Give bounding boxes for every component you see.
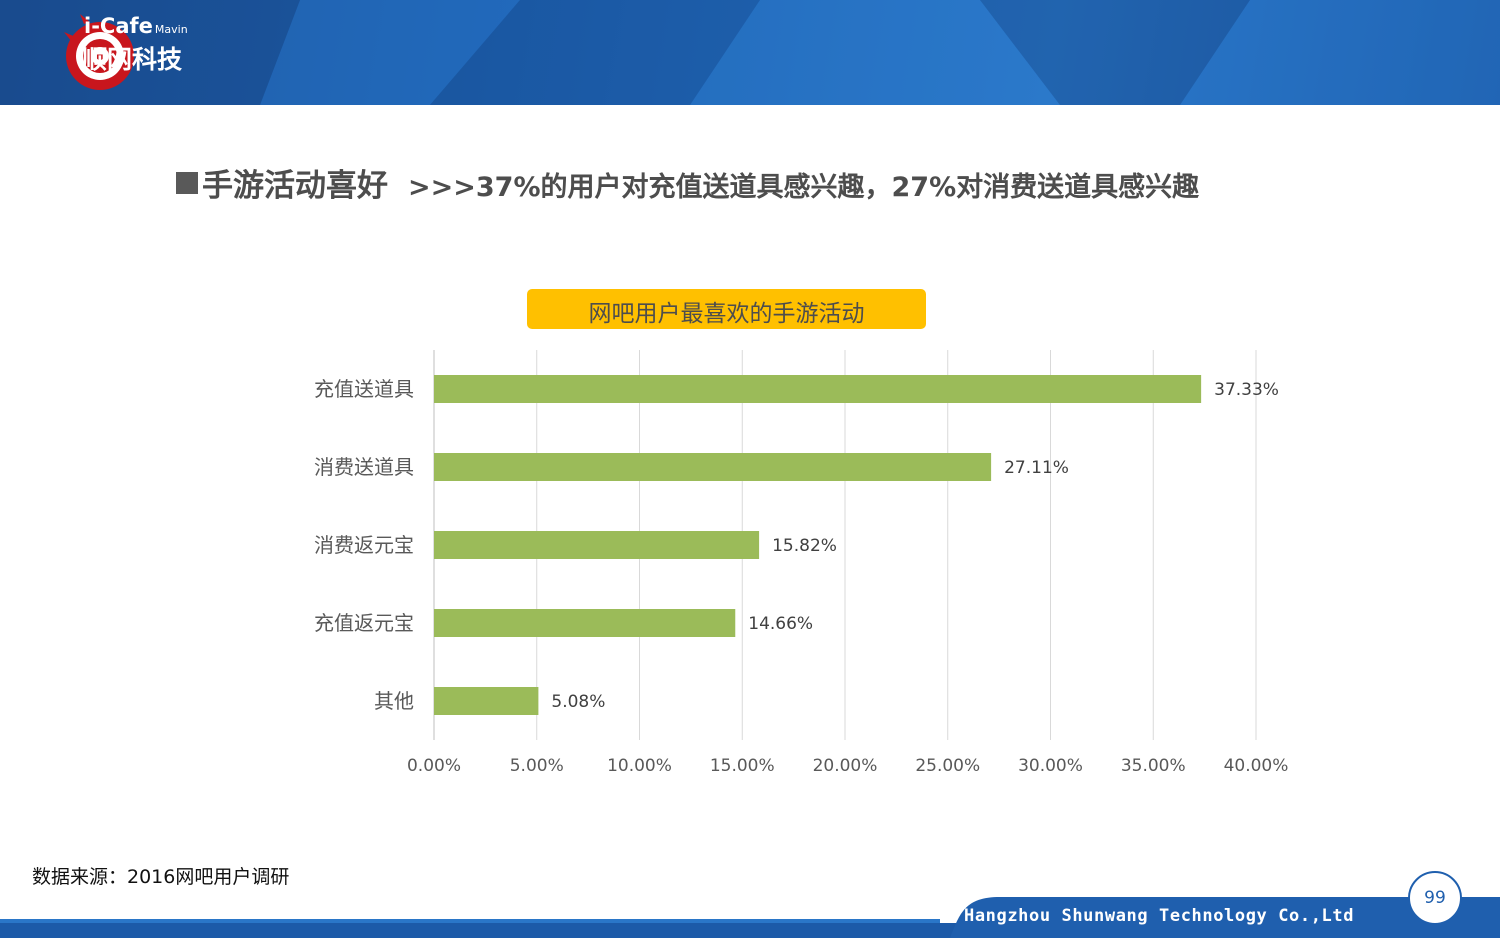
footer-bar bbox=[0, 897, 1500, 938]
company-name: Hangzhou Shunwang Technology Co.,Ltd bbox=[964, 906, 1355, 926]
chart-title: 网吧用户最喜欢的手游活动 bbox=[527, 289, 926, 329]
data-label: 27.11% bbox=[1004, 458, 1069, 478]
category-label: 充值送道具 bbox=[314, 377, 414, 401]
logo-text-cn: 顺网科技 bbox=[82, 45, 183, 74]
title-square-icon bbox=[176, 172, 198, 194]
data-label: 37.33% bbox=[1214, 380, 1279, 400]
page-title: 手游活动喜好 >>>37%的用户对充值送道具感兴趣，27%对消费送道具感兴趣 bbox=[176, 160, 1199, 205]
data-source: 数据来源：2016网吧用户调研 bbox=[32, 866, 290, 888]
category-label: 充值返元宝 bbox=[314, 611, 414, 635]
bar bbox=[434, 687, 539, 715]
data-label: 14.66% bbox=[748, 614, 813, 634]
logo-icon bbox=[64, 14, 134, 90]
x-tick-label: 30.00% bbox=[1018, 756, 1083, 776]
x-tick-label: 20.00% bbox=[813, 756, 878, 776]
bar bbox=[434, 531, 760, 559]
category-label: 消费送道具 bbox=[314, 455, 414, 479]
data-label: 5.08% bbox=[551, 692, 605, 712]
x-tick-label: 5.00% bbox=[510, 756, 564, 776]
x-tick-label: 40.00% bbox=[1224, 756, 1289, 776]
bar bbox=[434, 609, 736, 637]
x-tick-label: 0.00% bbox=[407, 756, 461, 776]
bar bbox=[434, 375, 1202, 403]
x-tick-label: 25.00% bbox=[915, 756, 980, 776]
banner-pattern bbox=[0, 0, 1500, 105]
title-main: 手游活动喜好 bbox=[202, 168, 388, 204]
bar bbox=[434, 453, 992, 481]
page-number: 99 bbox=[1408, 871, 1462, 925]
logo-text-en: i-Cafe Mavin bbox=[84, 14, 188, 38]
title-subtitle: >>>37%的用户对充值送道具感兴趣，27%对消费送道具感兴趣 bbox=[408, 172, 1200, 203]
x-tick-label: 10.00% bbox=[607, 756, 672, 776]
x-tick-label: 35.00% bbox=[1121, 756, 1186, 776]
header-banner: i-Cafe Mavin 顺网科技 bbox=[0, 0, 1500, 105]
category-label: 消费返元宝 bbox=[314, 533, 414, 557]
category-label: 其他 bbox=[374, 689, 414, 713]
x-tick-label: 15.00% bbox=[710, 756, 775, 776]
data-label: 15.82% bbox=[772, 536, 837, 556]
